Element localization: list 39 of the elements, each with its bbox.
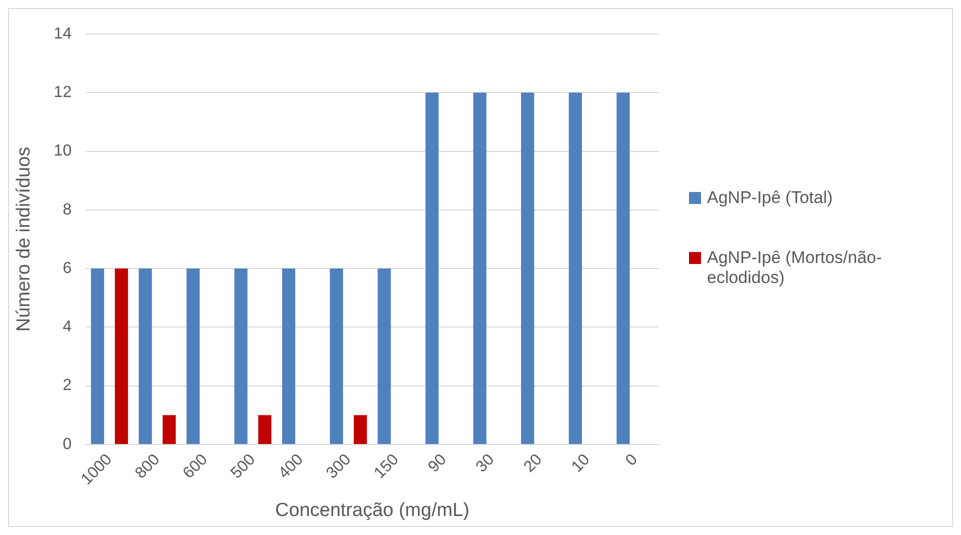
y-axis-title: Número de indivíduos — [14, 146, 35, 332]
bar — [90, 268, 104, 444]
bar — [114, 268, 128, 444]
bar — [425, 92, 439, 444]
y-tick-label: 2 — [62, 377, 72, 394]
legend-label: AgNP-Ipê (Total) — [707, 188, 834, 208]
x-tick-label: 20 — [520, 451, 546, 476]
x-tick-label: 500 — [228, 451, 259, 482]
x-tick-label: 30 — [473, 451, 498, 476]
bar — [186, 268, 200, 444]
legend-label: AgNP-Ipê (Mortos/não-eclodidos) — [707, 248, 883, 288]
x-tick-label: 90 — [425, 451, 450, 476]
bar — [234, 268, 248, 444]
y-tick-label: 6 — [62, 260, 72, 277]
x-tick-label: 150 — [371, 451, 402, 482]
x-axis-title: Concentração (mg/mL) — [275, 500, 470, 521]
bar — [473, 92, 486, 444]
y-tick-label: 14 — [54, 25, 72, 42]
y-tick-label: 4 — [62, 318, 72, 336]
bar — [568, 92, 582, 444]
y-tick-label: 10 — [54, 142, 72, 160]
x-tick-label: 300 — [323, 451, 354, 482]
bar — [616, 92, 630, 444]
bar — [378, 268, 391, 444]
x-tick-label: 400 — [276, 451, 307, 482]
bar — [162, 415, 176, 444]
y-tick-label: 12 — [54, 84, 72, 102]
bar — [258, 415, 272, 444]
x-tick-label: 800 — [132, 451, 164, 482]
y-tick-label: 0 — [62, 436, 72, 453]
x-tick-label: 10 — [568, 451, 594, 476]
bar — [354, 415, 367, 444]
x-tick-label: 600 — [180, 451, 212, 482]
bar — [521, 92, 534, 444]
bar — [282, 268, 296, 444]
x-tick-label: 0 — [622, 451, 642, 470]
y-tick-label: 8 — [62, 201, 72, 218]
bar — [138, 268, 152, 444]
bar — [330, 268, 344, 444]
